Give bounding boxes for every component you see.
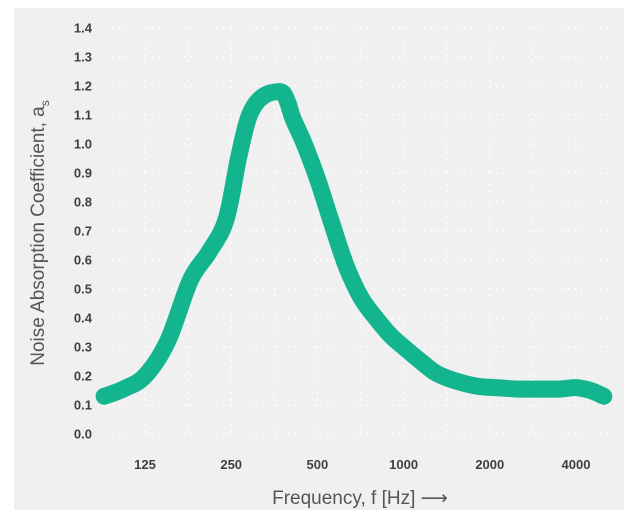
- y-tick-label: 1.2: [74, 79, 92, 94]
- x-tick-label: 500: [307, 457, 329, 472]
- y-tick-label: 0.7: [74, 224, 92, 239]
- y-tick-label: 0.5: [74, 282, 92, 297]
- y-axis-ticks: 0.0 0.1 0.2 0.3 0.4 0.5 0.6 0.7 0.8 0.9 1.0 1.1 1.2 1…: [74, 21, 93, 442]
- x-tick-label: 4000: [562, 457, 591, 472]
- y-tick-label: 0.6: [74, 253, 92, 268]
- grid: [106, 27, 608, 435]
- y-tick-label: 0.8: [74, 195, 92, 210]
- x-tick-label: 1000: [389, 457, 418, 472]
- series-layer: [95, 83, 613, 405]
- series-line: [95, 83, 613, 405]
- y-tick-label: 0.1: [74, 398, 92, 413]
- y-tick-label: 0.2: [74, 369, 92, 384]
- y-tick-label: 0.3: [74, 340, 92, 355]
- y-tick-label: 1.3: [74, 50, 92, 65]
- x-axis-label: Frequency, f [Hz] ⟶: [272, 488, 448, 509]
- y-tick-label: 1.1: [74, 108, 92, 123]
- x-axis-ticks: 125 250 500 1000 2000 4000: [134, 457, 590, 472]
- y-axis-label-subscript: s: [38, 100, 52, 106]
- y-tick-label: 0.4: [74, 311, 93, 326]
- y-tick-label: 0.9: [74, 166, 92, 181]
- plot-panel: [14, 8, 624, 510]
- x-tick-label: 2000: [475, 457, 504, 472]
- x-tick-label: 125: [134, 457, 156, 472]
- x-tick-label: 250: [220, 457, 242, 472]
- y-tick-label: 1.0: [74, 137, 92, 152]
- y-tick-label: 0.0: [74, 427, 92, 442]
- y-axis-label: Noise Absorption Coefficient, as: [28, 100, 52, 365]
- y-axis-label-main: Noise Absorption Coefficient, a: [28, 106, 49, 366]
- y-tick-label: 1.4: [74, 21, 93, 36]
